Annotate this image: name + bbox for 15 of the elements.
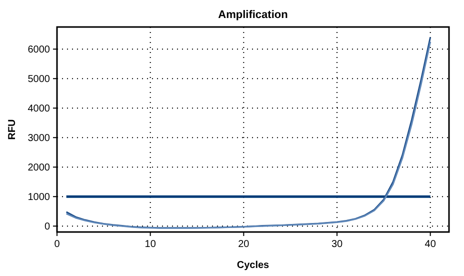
y-tick-label: 2000 xyxy=(28,162,50,174)
y-tick-label: 6000 xyxy=(28,44,50,56)
y-tick-label: 1000 xyxy=(28,192,50,204)
x-tick-label: 30 xyxy=(331,239,343,250)
x-tick-label: 10 xyxy=(144,239,156,250)
x-tick-label: 40 xyxy=(424,239,436,250)
y-tick-label: 5000 xyxy=(28,74,50,86)
x-tick-label: 20 xyxy=(238,239,250,250)
y-axis-title: RFU xyxy=(7,119,18,140)
y-tick-label: 3000 xyxy=(28,133,50,144)
y-tick-label: 4000 xyxy=(28,104,50,115)
y-tick-label: 0 xyxy=(44,222,50,233)
x-tick-label: 0 xyxy=(54,239,60,250)
x-axis-title: Cycles xyxy=(236,260,270,271)
chart-title: Amplification xyxy=(218,9,288,21)
